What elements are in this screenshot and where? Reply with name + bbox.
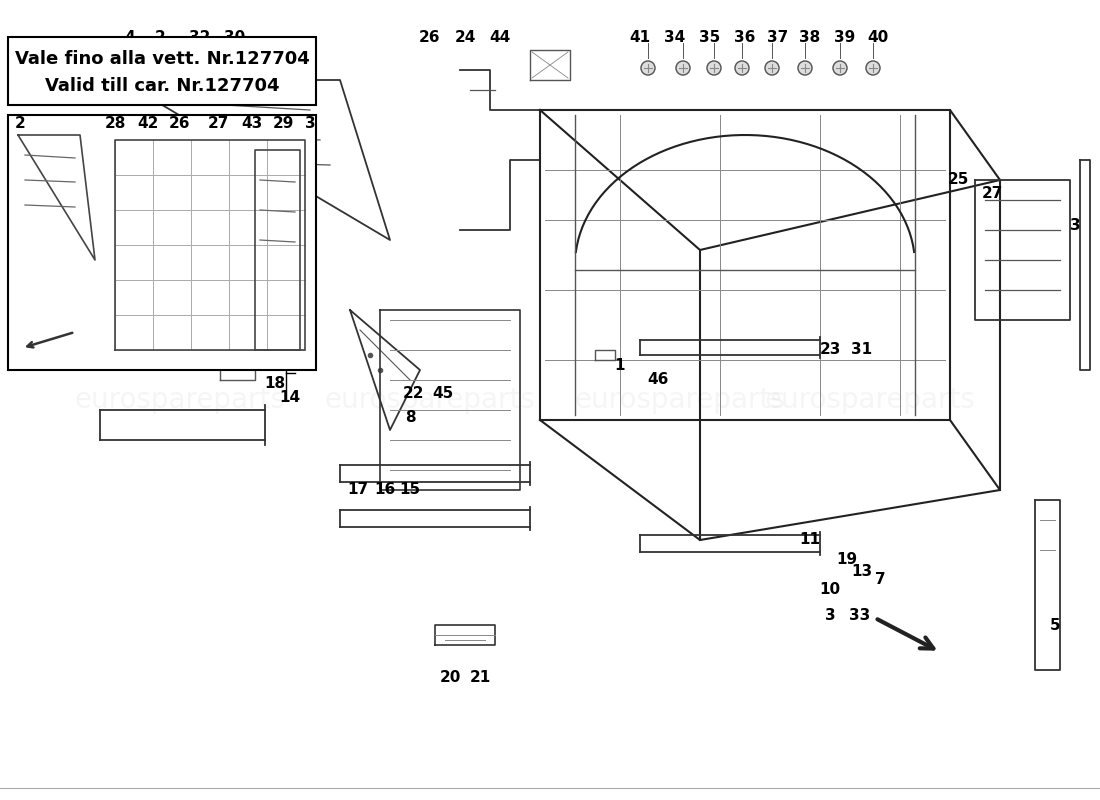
Text: 11: 11: [800, 533, 821, 547]
Text: 43: 43: [241, 115, 263, 130]
Text: 27: 27: [981, 186, 1003, 201]
Text: 3: 3: [305, 115, 316, 130]
Text: 32: 32: [189, 30, 211, 46]
Text: 17: 17: [348, 482, 369, 498]
Text: 29: 29: [273, 115, 294, 130]
Text: eurospareparts: eurospareparts: [574, 386, 785, 414]
Text: 18: 18: [264, 375, 286, 390]
Circle shape: [707, 61, 721, 75]
Text: 26: 26: [169, 115, 190, 130]
Text: 28: 28: [104, 115, 125, 130]
Text: 35: 35: [700, 30, 720, 46]
Text: 16: 16: [374, 482, 396, 498]
Circle shape: [676, 61, 690, 75]
Text: 31: 31: [851, 342, 872, 358]
Text: 3: 3: [825, 607, 835, 622]
Text: 26: 26: [419, 30, 441, 46]
Text: 6: 6: [285, 353, 296, 367]
Text: 2: 2: [155, 30, 165, 46]
Text: 44: 44: [490, 30, 510, 46]
Text: 4: 4: [124, 30, 135, 46]
Text: 27: 27: [207, 115, 229, 130]
Circle shape: [764, 61, 779, 75]
Text: 3: 3: [1069, 218, 1080, 233]
Text: 30: 30: [224, 30, 245, 46]
Text: 7: 7: [874, 573, 886, 587]
Circle shape: [641, 61, 654, 75]
Text: 41: 41: [629, 30, 650, 46]
Text: 42: 42: [138, 115, 158, 130]
Text: 5: 5: [1049, 618, 1060, 633]
Text: 13: 13: [851, 565, 872, 579]
Circle shape: [833, 61, 847, 75]
Text: 39: 39: [835, 30, 856, 46]
Circle shape: [735, 61, 749, 75]
Text: 2: 2: [14, 115, 25, 130]
Text: 8: 8: [405, 410, 416, 425]
Text: 45: 45: [432, 386, 453, 401]
Text: 37: 37: [768, 30, 789, 46]
Text: eurospareparts: eurospareparts: [764, 386, 976, 414]
Text: 10: 10: [820, 582, 840, 598]
Text: 15: 15: [399, 482, 420, 498]
Text: 22: 22: [404, 386, 425, 401]
Text: 25: 25: [947, 173, 969, 187]
Text: 36: 36: [735, 30, 756, 46]
Text: Valid till car. Nr.127704: Valid till car. Nr.127704: [45, 77, 279, 95]
Text: 14: 14: [279, 390, 300, 406]
Text: eurospareparts: eurospareparts: [75, 386, 285, 414]
Text: Vale fino alla vett. Nr.127704: Vale fino alla vett. Nr.127704: [14, 50, 309, 68]
Text: 34: 34: [664, 30, 685, 46]
Text: 20: 20: [439, 670, 461, 685]
FancyBboxPatch shape: [8, 115, 316, 370]
Text: eurospareparts: eurospareparts: [324, 386, 536, 414]
Circle shape: [798, 61, 812, 75]
Text: 21: 21: [470, 670, 491, 685]
Text: 9: 9: [263, 341, 273, 355]
Text: 23: 23: [820, 342, 840, 358]
Text: 24: 24: [454, 30, 475, 46]
Text: 38: 38: [800, 30, 821, 46]
FancyBboxPatch shape: [8, 37, 316, 105]
Text: 1: 1: [615, 358, 625, 373]
Text: 33: 33: [849, 607, 870, 622]
Text: 12: 12: [257, 313, 278, 327]
Text: 19: 19: [836, 553, 858, 567]
Circle shape: [866, 61, 880, 75]
Text: 46: 46: [647, 373, 669, 387]
Text: 40: 40: [868, 30, 889, 46]
